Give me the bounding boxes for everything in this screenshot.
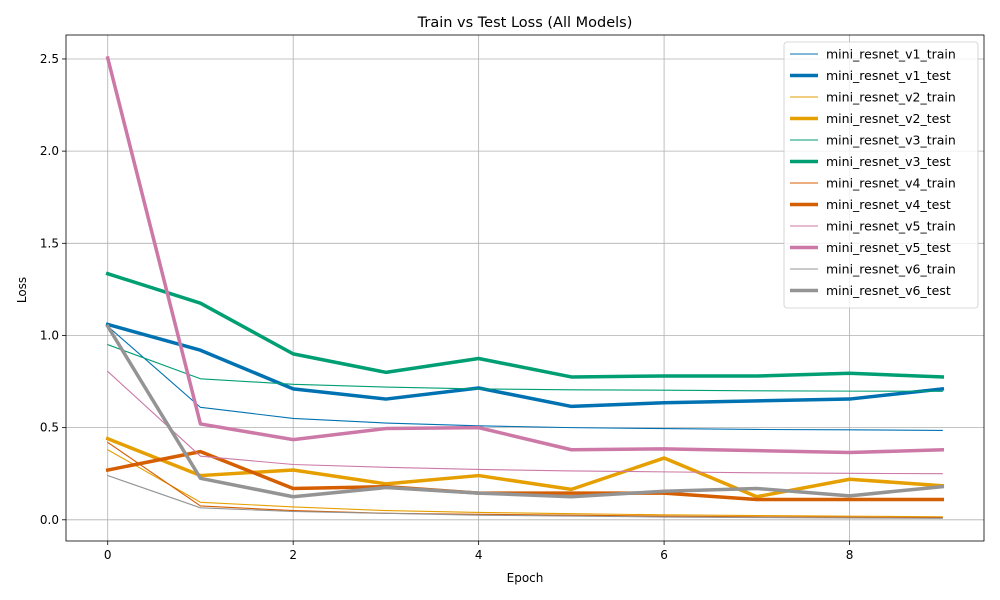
legend-label: mini_resnet_v3_test <box>826 154 951 169</box>
series-line-mini-resnet-v6-test <box>105 323 945 499</box>
series-line-mini-resnet-v5-test <box>105 55 945 455</box>
x-tick-label: 6 <box>660 548 668 562</box>
plot-frame <box>65 34 985 542</box>
y-tick-label: 2.0 <box>40 144 59 158</box>
legend-label: mini_resnet_v5_test <box>826 240 951 255</box>
series-line-mini-resnet-v3-train <box>107 343 943 392</box>
x-tick-label: 4 <box>475 548 483 562</box>
series-line-mini-resnet-v1-test <box>105 322 945 409</box>
legend-label: mini_resnet_v4_train <box>826 176 956 191</box>
legend-box <box>783 41 979 309</box>
series-line-mini-resnet-v1-train <box>106 325 943 431</box>
legend-label: mini_resnet_v3_train <box>826 133 956 148</box>
legend-label: mini_resnet_v4_test <box>826 197 951 212</box>
x-tick-label: 0 <box>104 548 112 562</box>
y-tick-label: 0.0 <box>40 513 59 527</box>
x-axis-label: Epoch <box>507 571 544 585</box>
series-line-mini-resnet-v5-train <box>106 370 943 475</box>
legend: mini_resnet_v1_train mini_resnet_v1_testm… <box>783 41 979 309</box>
y-axis-label: Loss <box>15 277 29 303</box>
legend-label: mini_resnet_v6_train <box>826 262 956 277</box>
legend-label: mini_resnet_v2_test <box>826 111 951 126</box>
series-line-mini-resnet-v4-test <box>105 449 945 502</box>
series-line-mini-resnet-v3-test <box>105 271 945 379</box>
y-tick-label: 1.0 <box>40 328 59 342</box>
legend-label: mini_resnet_v1_test <box>826 68 951 83</box>
y-tick-label: 2.5 <box>40 52 59 66</box>
series-lines <box>105 55 945 519</box>
legend-label: mini_resnet_v6_test <box>826 283 951 298</box>
series-line-mini-resnet-v4-train <box>106 441 943 519</box>
series-line-mini-resnet-v6-train <box>107 474 943 519</box>
y-tick-label: 0.5 <box>40 421 59 435</box>
legend-label: mini_resnet_v1_train <box>826 47 956 62</box>
x-tick-label: 2 <box>289 548 297 562</box>
x-tick-label: 8 <box>846 548 854 562</box>
chart-title: Train vs Test Loss (All Models) <box>417 15 633 31</box>
axis-ticks: 0 2 4 6 8 0.0 0.5 1.0 1.5 2.0 2.5 <box>40 52 853 562</box>
legend-label: mini_resnet_v5_train <box>826 219 956 234</box>
legend-label: mini_resnet_v2_train <box>826 90 956 105</box>
series-line-mini-resnet-v2-train <box>106 449 943 518</box>
series-line-mini-resnet-v2-test <box>105 436 945 499</box>
y-tick-label: 1.5 <box>40 236 59 250</box>
